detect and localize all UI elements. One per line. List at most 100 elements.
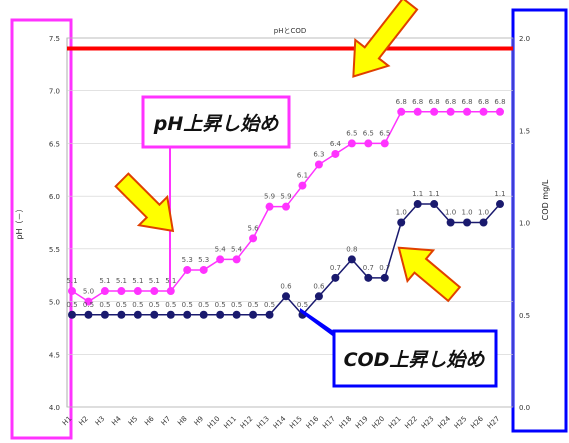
series-1-point-3 (117, 310, 126, 319)
series-1-point-24 (463, 218, 472, 227)
arrow-cod-rise (397, 246, 462, 303)
series-0-point-15 (314, 160, 323, 169)
series-1-point-13 (282, 292, 290, 301)
series-1-label-25: 1.0 (478, 209, 489, 217)
series-0-point-2 (100, 287, 109, 296)
ph-callout: pH上昇し始め (141, 95, 291, 292)
left-axis-frame (10, 18, 73, 440)
series-0-point-0 (68, 287, 76, 296)
y-left-ticks: 4.0 4.5 5.0 5.5 6.0 6.5 7.0 7.5 (49, 35, 60, 412)
series-0-label-23: 6.8 (445, 98, 456, 106)
series-1-point-19 (380, 273, 389, 282)
series-1-label-14: 0.5 (297, 301, 308, 309)
series-0-point-5 (150, 287, 159, 296)
x-tick-label-20: H21 (387, 415, 403, 431)
series-0-point-20 (397, 107, 406, 116)
x-tick-label-13: H14 (272, 414, 288, 430)
series-0-point-7 (183, 265, 192, 274)
series-0-point-18 (364, 139, 373, 148)
series-1-point-5 (150, 310, 159, 319)
series-1-label-20: 1.0 (396, 209, 407, 217)
series-1-label-7: 0.5 (182, 301, 193, 309)
x-ticks: H1 H2 H3 H4 H5 H6 H7 H8 H9 H10 H11 H12 H13 H14 H15 H16 H… (61, 414, 502, 430)
y-left-tick-label-6: 7.0 (49, 88, 60, 96)
series-0-point-23 (446, 107, 455, 116)
series-1-point-17 (347, 255, 356, 264)
series-0-point-10 (232, 255, 241, 264)
x-tick-label-6: H7 (160, 415, 173, 428)
y-right-tick-label-1: 0.5 (519, 312, 530, 320)
x-tick-label-21: H22 (403, 415, 419, 431)
x-tick-label-8: H9 (193, 415, 206, 428)
series-0-point-14 (298, 181, 307, 190)
series-0-point-22 (430, 107, 439, 116)
series-0-point-9 (216, 255, 225, 264)
series-1-label-1: 0.5 (83, 301, 94, 309)
series-0-point-13 (282, 202, 290, 211)
series-0-label-15: 6.3 (313, 151, 324, 159)
series-1-point-16 (331, 273, 340, 282)
x-tick-label-2: H3 (94, 415, 107, 428)
series-0-label-22: 6.8 (429, 98, 440, 106)
series-1-label-3: 0.5 (116, 301, 127, 309)
series-0-label-3: 5.1 (116, 277, 127, 285)
y-right-tick-label-3: 1.5 (519, 127, 530, 135)
series-1-point-6 (166, 310, 175, 319)
series-1-label-9: 0.5 (215, 301, 226, 309)
series-1-point-26 (496, 200, 504, 209)
series-1-point-9 (216, 310, 225, 319)
x-tick-label-22: H23 (420, 415, 436, 431)
y-left-tick-label-1: 4.5 (49, 351, 60, 359)
series-1-label-16: 0.7 (330, 264, 341, 272)
x-tick-label-25: H26 (469, 414, 485, 430)
series-1-point-1 (84, 310, 93, 319)
series-group: 5.15.05.15.15.15.15.15.35.35.45.45.65.95… (66, 98, 506, 319)
y-left-tick-label-3: 5.5 (49, 246, 60, 254)
series-1-label-17: 0.8 (346, 245, 357, 253)
x-tick-label-1: H2 (77, 415, 90, 428)
series-0-point-26 (496, 107, 504, 116)
series-1-label-0: 0.5 (66, 301, 77, 309)
series-1-point-10 (232, 310, 241, 319)
series-1-label-18: 0.7 (363, 264, 374, 272)
x-tick-label-5: H6 (143, 414, 156, 427)
arrow-ph-plateau (352, 0, 419, 78)
series-0-point-11 (249, 234, 258, 243)
series-1-label-6: 0.5 (165, 301, 176, 309)
x-tick-label-10: H11 (222, 415, 238, 431)
series-0-label-14: 6.1 (297, 172, 308, 180)
series-0-point-16 (331, 149, 340, 158)
series-0-label-21: 6.8 (412, 98, 423, 106)
series-0-point-25 (479, 107, 488, 116)
series-1-label-11: 0.5 (248, 301, 259, 309)
series-1-label-10: 0.5 (231, 301, 242, 309)
series-1-label-5: 0.5 (149, 301, 160, 309)
y-right-tick-label-2: 1.0 (519, 220, 530, 228)
series-0-label-10: 5.4 (231, 245, 243, 253)
series-1-label-4: 0.5 (132, 301, 143, 309)
series-1-label-21: 1.1 (412, 190, 423, 198)
series-0-point-24 (463, 107, 472, 116)
series-1-point-4 (133, 310, 142, 319)
x-tick-label-11: H12 (239, 415, 255, 431)
ph-callout-text: pH上昇し始め (153, 113, 280, 135)
y-right-tick-label-0: 0.0 (519, 404, 530, 412)
x-tick-label-23: H24 (436, 414, 452, 430)
series-0-point-12 (265, 202, 274, 211)
cod-callout: COD上昇し始め (300, 308, 498, 388)
series-0-label-0: 5.1 (66, 277, 77, 285)
series-1-point-22 (430, 200, 439, 209)
x-tick-label-7: H8 (176, 415, 189, 428)
series-0-label-24: 6.8 (462, 98, 473, 106)
series-0-point-21 (413, 107, 422, 116)
series-0-label-7: 5.3 (182, 256, 193, 264)
y-right-axis-title: COD mg/L (541, 179, 550, 220)
cod-callout-text: COD上昇し始め (344, 349, 486, 371)
x-tick-label-4: H5 (127, 415, 140, 428)
series-0-point-8 (199, 265, 208, 274)
series-1-label-12: 0.5 (264, 301, 275, 309)
series-0-label-20: 6.8 (396, 98, 407, 106)
gridlines (67, 37, 513, 408)
series-1-label-15: 0.6 (313, 282, 325, 290)
